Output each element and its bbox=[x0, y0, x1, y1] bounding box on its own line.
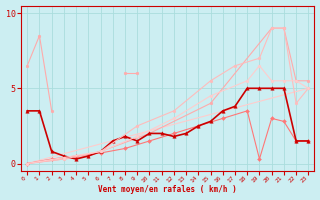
X-axis label: Vent moyen/en rafales ( km/h ): Vent moyen/en rafales ( km/h ) bbox=[99, 185, 237, 194]
